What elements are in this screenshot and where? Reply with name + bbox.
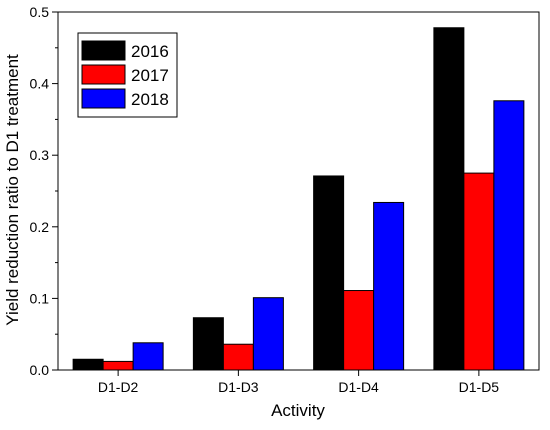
legend-frame	[77, 32, 178, 118]
bar-2016-d1-d3	[192, 317, 224, 371]
y-tick-label: 0.1	[30, 290, 50, 306]
y-tick-label: 0.4	[30, 76, 50, 92]
legend-label-2018: 2018	[131, 90, 169, 109]
x-tick-label: D1-D2	[98, 379, 139, 395]
legend-swatch-2016	[81, 40, 126, 61]
bar-2016-d1-d4	[313, 175, 345, 371]
bar-2018-d1-d3	[252, 297, 284, 371]
legend-swatch-2018	[81, 88, 126, 109]
legend-label-2016: 2016	[131, 42, 169, 61]
bar-2017-d1-d4	[343, 290, 375, 371]
bar-2018-d1-d5	[493, 100, 525, 371]
x-tick-label: D1-D5	[459, 379, 500, 395]
y-axis: 0.0 0.1 0.2 0.3 0.4 0.5	[30, 4, 58, 378]
x-tick-label: D1-D3	[218, 379, 259, 395]
bars-group	[72, 27, 525, 371]
bar-2017-d1-d5	[463, 172, 495, 371]
bar-2017-d1-d3	[222, 343, 254, 371]
y-tick-label: 0.3	[30, 147, 50, 163]
bar-2016-d1-d5	[433, 27, 465, 371]
bar-2018-d1-d2	[132, 342, 164, 371]
y-tick-label: 0.5	[30, 4, 50, 20]
legend-swatch-2017	[81, 64, 126, 85]
y-tick-label: 0.0	[30, 362, 50, 378]
x-axis: D1-D2 D1-D3 D1-D4 D1-D5	[98, 370, 499, 395]
x-tick-label: D1-D4	[338, 379, 379, 395]
bar-2018-d1-d4	[373, 201, 405, 371]
legend-label-2017: 2017	[131, 66, 169, 85]
y-tick-label: 0.2	[30, 219, 50, 235]
legend: 2016 2017 2018	[77, 32, 178, 118]
x-axis-title: Activity	[271, 401, 325, 420]
y-axis-title: Yield reduction ratio to D1 treatment	[3, 54, 22, 326]
bar-2017-d1-d2	[102, 360, 134, 371]
bar-2016-d1-d2	[72, 358, 104, 371]
